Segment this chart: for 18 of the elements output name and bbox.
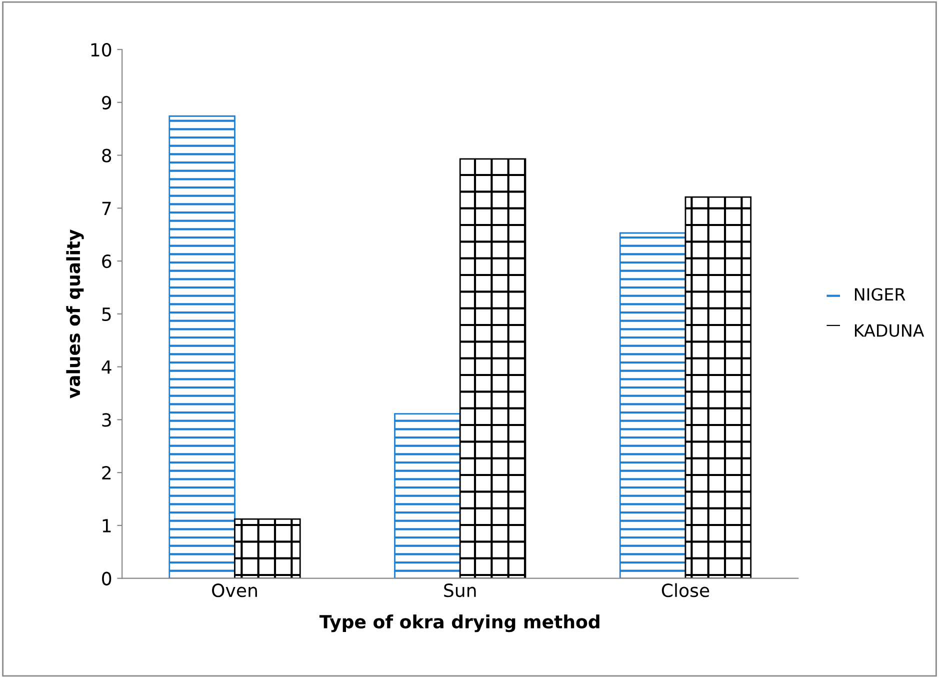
y-tick-label: 7 <box>102 202 111 216</box>
y-tick-label: 0 <box>102 572 112 586</box>
y-tick-label: 10 <box>91 42 112 57</box>
y-tick-label: 9 <box>102 96 112 110</box>
y-tick-label: 5 <box>102 308 111 322</box>
x-axis-title: Type of okra drying method <box>319 614 600 632</box>
y-tick-label: 8 <box>102 148 112 162</box>
x-tick-label: Sun <box>444 584 476 598</box>
y-tick-label: 4 <box>102 360 112 374</box>
y-axis-title: values of quality <box>66 229 84 398</box>
y-tick-label: 1 <box>102 519 111 532</box>
y-tick-label: 6 <box>102 254 112 268</box>
legend-label: NIGER <box>854 288 906 301</box>
x-tick-label: Close <box>662 583 710 598</box>
y-tick-label: 3 <box>102 413 111 427</box>
x-tick-label: Oven <box>212 584 257 598</box>
y-tick-label: 2 <box>102 466 111 480</box>
legend-label: KADUNA <box>854 324 924 337</box>
